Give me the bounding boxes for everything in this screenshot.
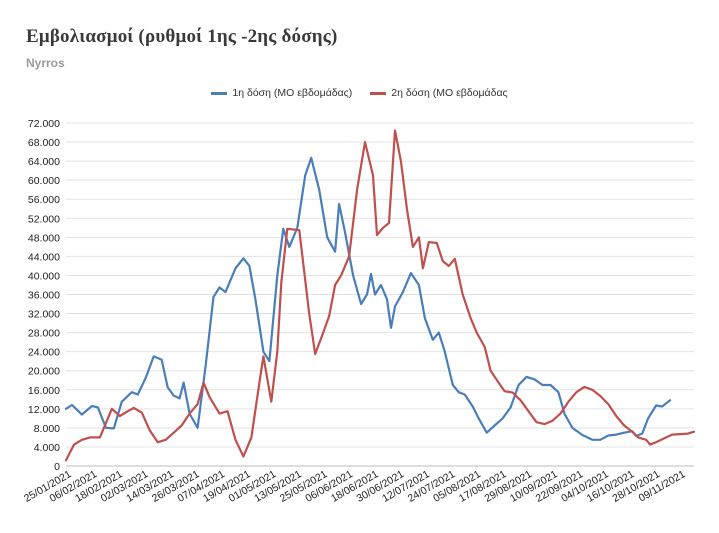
y-tick-label: 72.000: [28, 118, 60, 130]
legend: 1η δόση (ΜΟ εβδομάδας) 2η δόση (ΜΟ εβδομ…: [0, 87, 719, 99]
y-tick-label: 32.000: [28, 309, 60, 321]
y-tick-label: 28.000: [28, 328, 60, 340]
series-line-2: [64, 129, 696, 462]
y-tick-label: 8.000: [34, 423, 60, 435]
chart-subtitle: Nyrros: [26, 56, 65, 70]
y-tick-label: 20.000: [28, 366, 60, 378]
y-tick-label: 44.000: [28, 251, 60, 263]
y-tick-label: 0: [54, 461, 60, 473]
y-tick-label: 56.000: [28, 194, 60, 206]
y-tick-label: 4.000: [34, 442, 60, 454]
y-tick-label: 48.000: [28, 232, 60, 244]
legend-swatch-dose2: [370, 91, 387, 95]
y-tick-label: 24.000: [28, 347, 60, 359]
legend-label-dose2: 2η δόση (ΜΟ εβδομάδας: [391, 87, 508, 99]
legend-item-dose2: 2η δόση (ΜΟ εβδομάδας: [370, 87, 508, 99]
y-tick-label: 64.000: [28, 156, 60, 168]
chart-title: Εμβολιασμοί (ρυθμοί 1ης -2ης δόσης): [26, 26, 338, 47]
y-tick-label: 52.000: [28, 213, 60, 225]
y-tick-label: 68.000: [28, 137, 60, 149]
y-tick-label: 12.000: [28, 404, 60, 416]
y-tick-label: 36.000: [28, 290, 60, 302]
y-tick-label: 60.000: [28, 175, 60, 187]
legend-item-dose1: 1η δόση (ΜΟ εβδομάδας): [211, 87, 352, 99]
series-line-1: [64, 156, 672, 441]
legend-label-dose1: 1η δόση (ΜΟ εβδομάδας): [232, 87, 353, 99]
y-tick-label: 16.000: [28, 385, 60, 397]
legend-swatch-dose1: [211, 91, 228, 95]
y-tick-label: 40.000: [28, 270, 60, 282]
